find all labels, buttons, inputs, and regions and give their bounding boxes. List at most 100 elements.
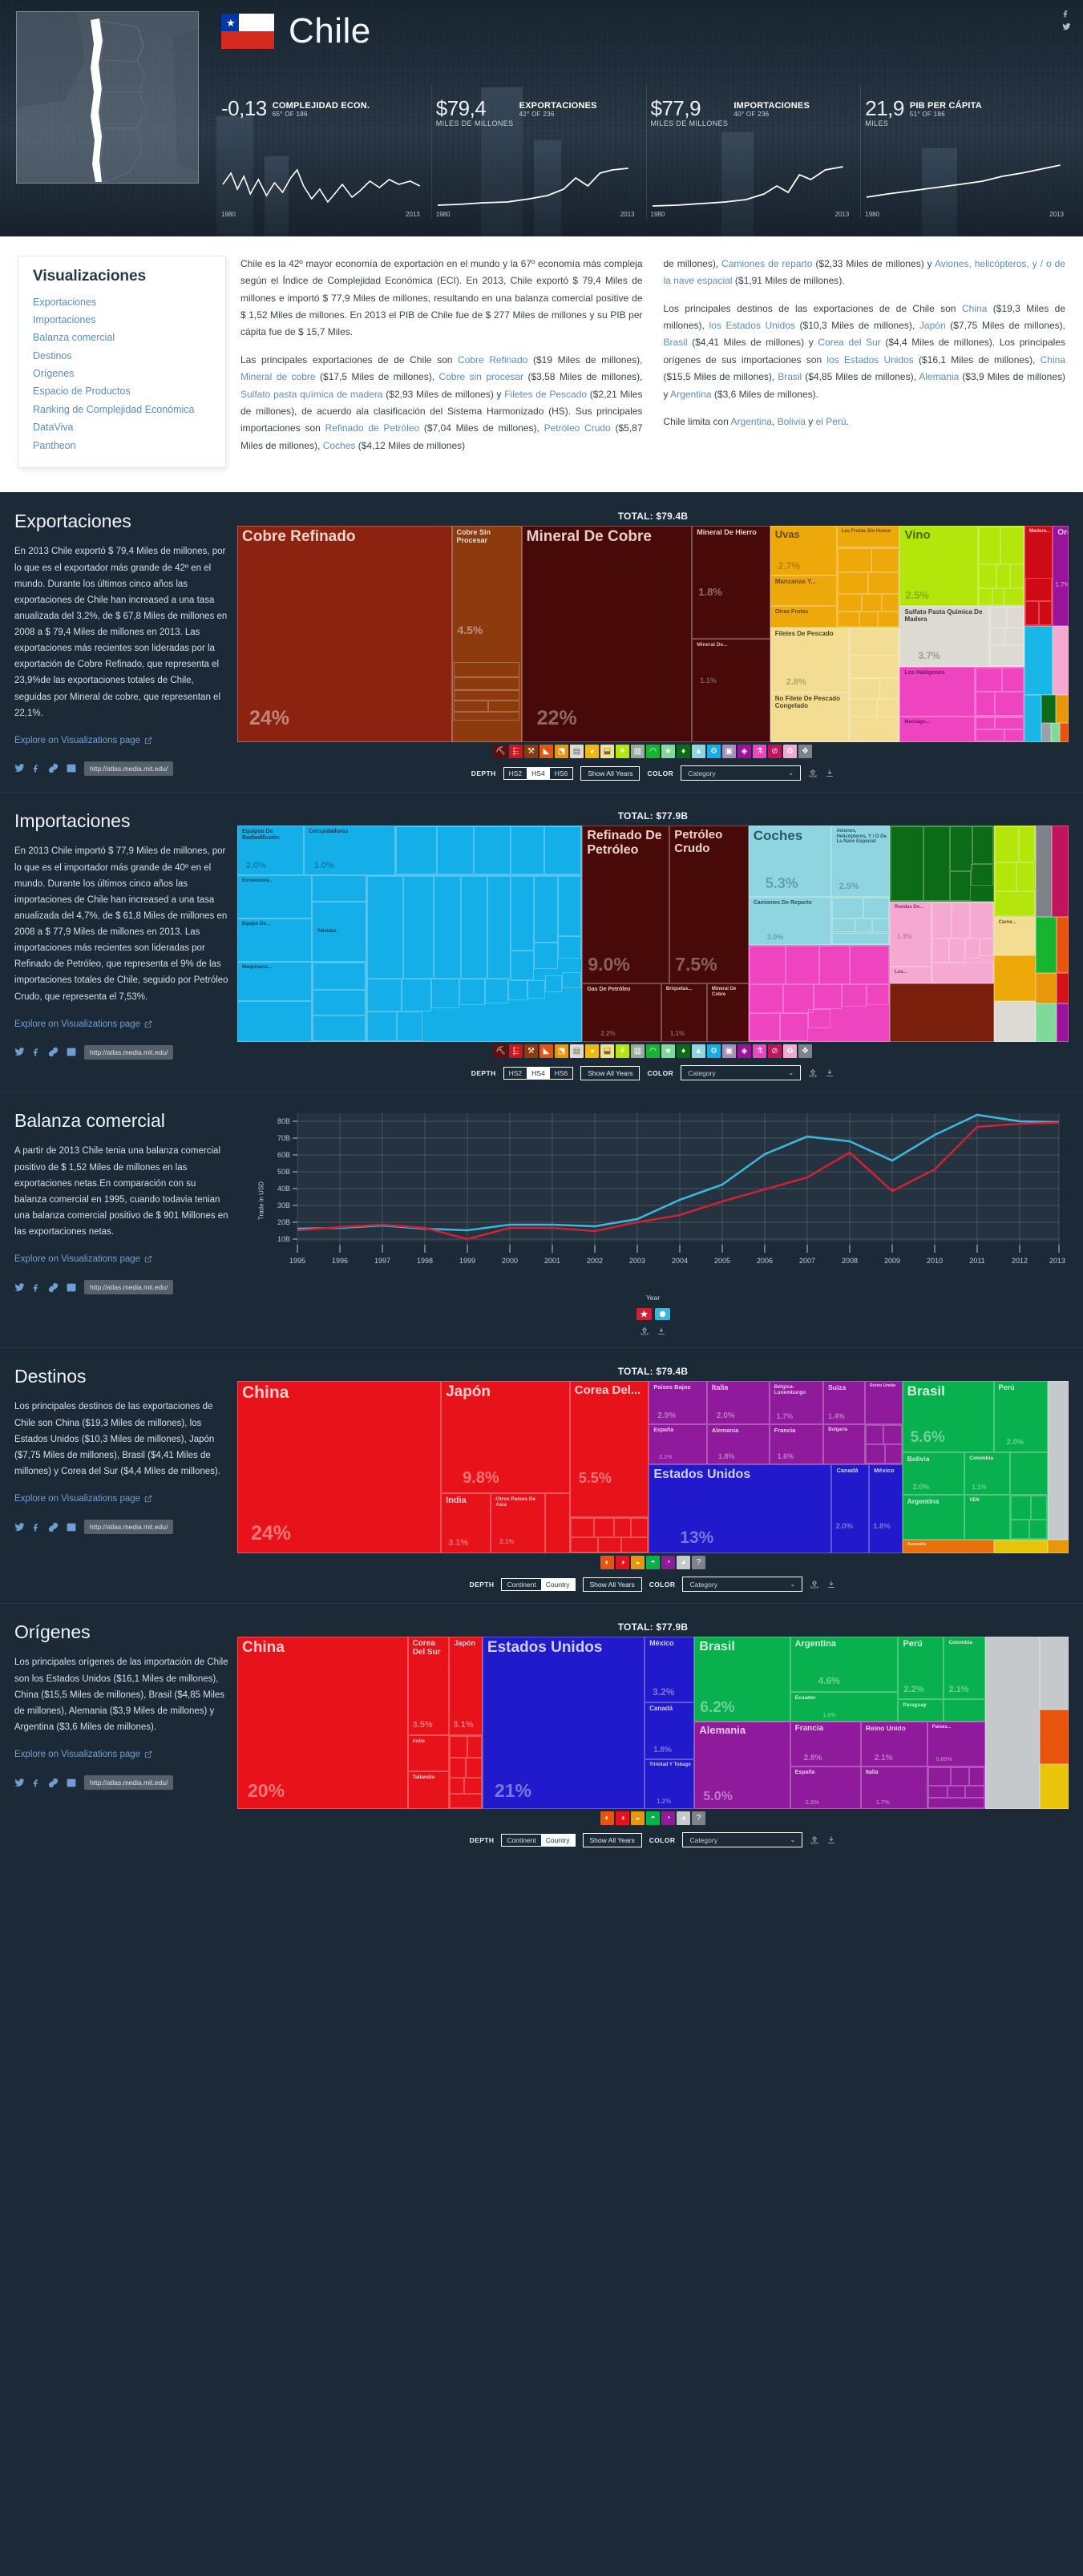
textiles-icon[interactable]: ★ [661, 1044, 675, 1059]
paper-icon[interactable]: ▤ [570, 745, 584, 759]
chemicals-icon[interactable]: ◣ [539, 745, 553, 759]
vegetable-icon[interactable]: ◕ [585, 1044, 599, 1059]
treemap-cell[interactable]: Mineral De Cobre 22% [521, 526, 693, 743]
recycle-icon[interactable]: ♻ [783, 1044, 797, 1059]
treemap-cell[interactable]: Sulfato Pasta Quimica De Madera 3.7% [899, 606, 990, 667]
north-america-icon[interactable]: ◒ [631, 1811, 645, 1826]
foodstuffs-icon[interactable]: ⚘ [616, 1044, 629, 1059]
image-icon[interactable] [66, 1282, 77, 1293]
treemap-cell[interactable] [1052, 826, 1069, 917]
vegetable-icon[interactable]: ◕ [585, 745, 599, 759]
treemap-cell[interactable]: Mineral De... 1.1% [692, 638, 770, 743]
facebook-icon[interactable] [32, 1778, 41, 1788]
treemap-cell[interactable] [748, 944, 891, 1043]
destinos-controls[interactable]: DEPTH Continent Country Show All Years C… [237, 1577, 1069, 1593]
show-all-years-button[interactable]: Show All Years [582, 1577, 642, 1592]
treemap-cell[interactable]: Perú 2.0% [993, 1381, 1049, 1452]
treemap-cell[interactable] [312, 962, 366, 1043]
show-all-years-button[interactable]: Show All Years [580, 765, 641, 781]
metals-icon[interactable]: ⬱ [509, 1044, 523, 1059]
precious-icon[interactable]: ◈ [737, 1044, 751, 1059]
link-refinado-de-petroleo[interactable]: Refinado de Petróleo [325, 422, 420, 434]
chemical-prod-icon[interactable]: ⚗ [753, 745, 766, 759]
machines-icon[interactable]: ⚙ [707, 745, 721, 759]
footwear-icon[interactable]: ◠ [646, 1044, 660, 1059]
treemap-cell[interactable] [1048, 1381, 1069, 1540]
treemap-cell[interactable] [395, 826, 583, 876]
origenes-treemap[interactable]: China 20% Corea Del Sur 3.5% Japón 3.1% … [237, 1637, 1069, 1810]
treemap-cell[interactable]: Estados Unidos 21% [482, 1637, 645, 1810]
treemap-cell[interactable] [1035, 826, 1053, 917]
explore-link[interactable]: Explore on Visualizations page [14, 1494, 152, 1504]
recycle-icon[interactable]: ♻ [783, 745, 797, 759]
foodstuffs-icon[interactable]: ⚘ [616, 745, 629, 759]
link-icon[interactable] [48, 1522, 59, 1532]
color-select[interactable]: Category ⌄ [681, 765, 802, 781]
twitter-icon[interactable] [14, 763, 25, 773]
link-cobre-sin-procesar[interactable]: Cobre sin procesar [438, 371, 524, 383]
depth-continent[interactable]: Continent [507, 1835, 536, 1844]
treemap-cell[interactable]: Bélgica-Luxemburgo 1.7% [769, 1381, 824, 1425]
treemap-cell[interactable]: Bolivia 2.0% [902, 1452, 965, 1496]
minerals-icon[interactable]: ⛏ [494, 745, 507, 759]
treemap-cell[interactable] [977, 526, 1025, 607]
treemap-cell[interactable] [989, 606, 1025, 667]
treemap-cell[interactable]: Mucílago... [899, 716, 975, 743]
treemap-cell[interactable] [985, 1637, 1040, 1810]
treemap-cell[interactable]: Corea Del Sur 3.5% [407, 1637, 450, 1735]
other-icon[interactable]: ❖ [798, 745, 812, 759]
treemap-cell[interactable] [993, 826, 1036, 917]
treemap-cell[interactable] [237, 1001, 313, 1043]
treemap-cell[interactable]: Canadá 1.8% [645, 1702, 695, 1759]
europe-icon[interactable]: ◔ [661, 1556, 675, 1570]
treemap-cell[interactable]: Colombia 1.1% [964, 1452, 1011, 1496]
asia-icon[interactable]: ◑ [616, 1811, 629, 1826]
treemap-cell[interactable]: Perú 2.2% [898, 1637, 944, 1699]
treemap-cell[interactable]: Argentina [902, 1495, 965, 1540]
chemical-prod-icon[interactable]: ⚗ [753, 1044, 766, 1059]
treemap-cell[interactable]: Australia [902, 1540, 994, 1554]
treemap-cell[interactable]: Brasil 5.6% [902, 1381, 994, 1452]
treemap-cell[interactable] [1057, 916, 1069, 973]
transport-icon[interactable]: ▲ [692, 1044, 705, 1059]
link-icon[interactable] [48, 1778, 59, 1788]
legend-importaciones[interactable] [654, 1308, 670, 1321]
treemap-cell[interactable]: Otros Países De Asia 2.1% [491, 1493, 545, 1554]
share-bar[interactable]: http://atlas.media.mit.edu/ [14, 1775, 229, 1790]
treemap-cell[interactable]: Válvulas [312, 901, 366, 963]
oceania-icon[interactable]: ◕ [677, 1811, 690, 1826]
treemap-cell[interactable] [449, 1734, 483, 1810]
treemap-cell[interactable]: Países... 0.85% [927, 1721, 986, 1766]
machines-icon[interactable]: ⚙ [707, 1044, 721, 1059]
share-url[interactable]: http://atlas.media.mit.edu/ [84, 1044, 174, 1060]
treemap-cell[interactable]: Corea Del... 5.5% [569, 1381, 649, 1518]
link-icon[interactable] [48, 1282, 59, 1293]
treemap-cell[interactable]: Mineral De Cobre [706, 983, 749, 1043]
treemap-cell[interactable] [831, 897, 891, 945]
treemap-cell[interactable]: VEN [964, 1495, 1011, 1540]
link-aviones-helicopteros[interactable]: Aviones, helicópteros, y / o de la nave … [663, 258, 1065, 287]
treemap-cell[interactable]: México 1.8% [869, 1464, 903, 1554]
treemap-cell[interactable] [993, 1540, 1049, 1554]
africa-icon[interactable]: ◐ [600, 1811, 614, 1826]
share-icon[interactable] [808, 769, 818, 778]
chart-legend[interactable] [237, 1308, 1069, 1321]
image-icon[interactable] [66, 1522, 77, 1532]
arts-icon[interactable]: ⊘ [768, 745, 782, 759]
transport-icon[interactable]: ▲ [692, 745, 705, 759]
explore-link[interactable]: Explore on Visualizations page [14, 736, 152, 745]
link-petroleo-crudo[interactable]: Petróleo Crudo [544, 422, 611, 434]
sidebar-item-espacio-de-productos[interactable]: Espacio de Productos [33, 386, 131, 398]
balanza-controls[interactable] [237, 1326, 1069, 1336]
treemap-cell[interactable]: Países Bajos 2.9% [649, 1381, 707, 1425]
wood-icon[interactable]: ▥ [631, 1044, 645, 1059]
twitter-icon[interactable] [14, 1282, 25, 1293]
treemap-cell[interactable] [1035, 972, 1057, 1003]
paper-icon[interactable]: ▤ [570, 1044, 584, 1059]
legend-exportaciones[interactable] [636, 1308, 652, 1321]
treemap-cell[interactable] [993, 955, 1036, 1002]
treemap-cell[interactable]: China 24% [237, 1381, 442, 1554]
treemap-cell[interactable]: No Filete De Pescado Congelado [770, 692, 850, 743]
show-all-years-button[interactable]: Show All Years [580, 1065, 641, 1080]
africa-icon[interactable]: ◐ [600, 1556, 614, 1570]
